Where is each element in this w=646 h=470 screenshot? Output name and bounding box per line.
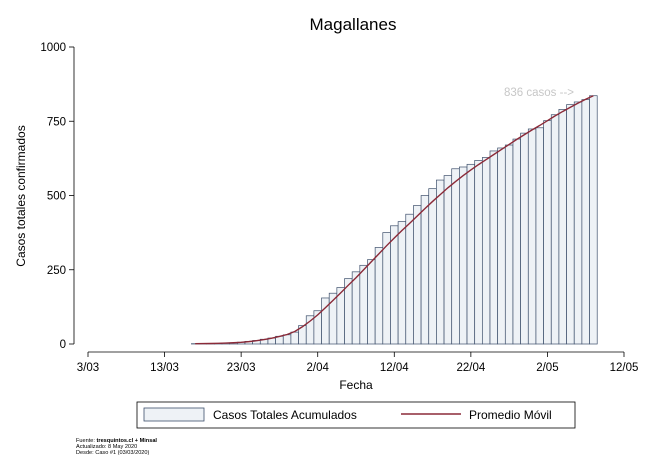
bar xyxy=(359,264,368,345)
bar xyxy=(282,334,292,345)
bar xyxy=(497,147,506,345)
y-tick-label: 0 xyxy=(60,339,66,351)
y-axis-label: Casos totales confirmados xyxy=(14,125,28,266)
bar xyxy=(573,101,583,345)
x-tick-label: 12/04 xyxy=(380,362,409,374)
y-tick-label: 750 xyxy=(47,116,66,128)
x-tick-label: 13/03 xyxy=(150,362,179,374)
bar xyxy=(413,205,422,345)
bar xyxy=(581,99,590,345)
x-axis: 3/03 13/03 23/03 2/04 12/04 22/04 2/05 12/05 xyxy=(77,351,639,374)
source-line-2: Actualizado: 8 May 2020 xyxy=(76,444,137,450)
bar xyxy=(367,259,376,345)
x-tick-label: 2/04 xyxy=(307,362,330,374)
x-tick-label: 23/03 xyxy=(227,362,256,374)
y-tick-label: 250 xyxy=(47,265,66,277)
bar xyxy=(374,247,384,345)
moving-average-line xyxy=(195,95,594,345)
bar xyxy=(589,95,598,345)
bar xyxy=(390,225,399,345)
source-note: Fuente: tresquintos.cl + Minsal Actualiz… xyxy=(76,438,157,456)
x-tick-label: 3/03 xyxy=(77,362,99,374)
bar xyxy=(543,120,552,345)
bar xyxy=(436,179,445,345)
legend-label-line: Promedio Móvil xyxy=(469,408,552,422)
bar xyxy=(566,104,575,345)
legend-label-bars: Casos Totales Acumulados xyxy=(213,408,357,422)
x-tick-label: 12/05 xyxy=(610,362,639,374)
y-tick-label: 1000 xyxy=(40,42,66,54)
source-line-1: Fuente: tresquintos.cl + Minsal xyxy=(76,438,157,444)
legend-box xyxy=(136,401,576,429)
bar xyxy=(558,109,567,345)
bar xyxy=(459,166,468,345)
bar xyxy=(504,144,514,345)
legend-bar-swatch xyxy=(143,407,205,422)
bar xyxy=(474,160,483,345)
x-tick-label: 2/05 xyxy=(536,362,558,374)
bar xyxy=(397,221,407,345)
bar xyxy=(466,163,476,345)
bar xyxy=(405,213,414,345)
x-axis-label: Fecha xyxy=(339,378,373,392)
bar xyxy=(512,138,521,345)
bar xyxy=(290,331,299,345)
bar-series xyxy=(191,95,598,345)
source-name: tresquintos.cl + Minsal xyxy=(97,438,158,444)
legend: Casos Totales Acumulados Promedio Móvil xyxy=(136,401,576,429)
bar xyxy=(535,127,544,345)
bar xyxy=(550,114,560,345)
x-tick-label: 22/04 xyxy=(456,362,485,374)
bar xyxy=(481,157,491,345)
chart-title: Magallanes xyxy=(310,15,397,34)
bar xyxy=(420,195,430,345)
annotation-total-cases: 836 casos --> xyxy=(504,87,574,99)
bar xyxy=(520,132,529,345)
bar xyxy=(351,271,361,345)
y-axis: 0 250 500 750 1000 xyxy=(40,42,75,351)
bar xyxy=(443,175,453,345)
source-prefix: Fuente: xyxy=(76,438,97,444)
bar xyxy=(489,150,499,345)
y-tick-label: 500 xyxy=(47,191,66,203)
bar xyxy=(428,188,437,345)
bar xyxy=(451,168,460,345)
bar xyxy=(527,128,537,345)
source-line-3: Desde: Caso #1 (03/03/2020) xyxy=(76,450,150,456)
bar xyxy=(305,315,315,345)
